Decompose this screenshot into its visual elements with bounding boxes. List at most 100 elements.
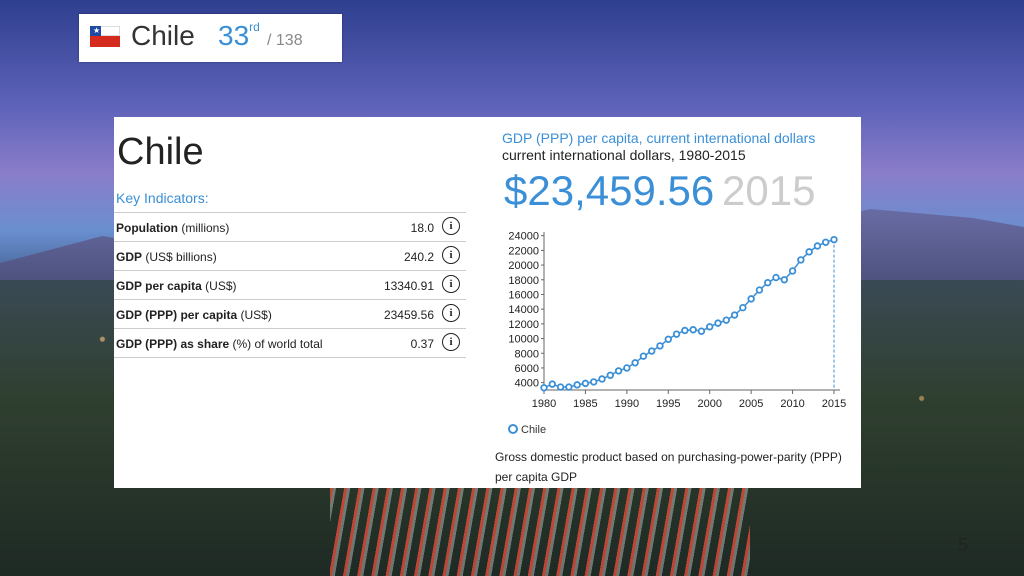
indicator-row-gdp-per-capita: GDP per capita (US$) 13340.91 i — [114, 270, 466, 299]
indicator-value: 23459.56 — [383, 308, 434, 322]
y-tick-label: 22000 — [508, 245, 539, 257]
data-point — [565, 383, 573, 391]
x-tick-label: 2010 — [780, 398, 804, 410]
indicator-row-population: Population (millions) 18.0 i — [114, 212, 466, 241]
indicator-value: 18.0 — [410, 221, 434, 235]
data-point — [755, 286, 764, 294]
gdp-chart-title[interactable]: GDP (PPP) per capita, current internatio… — [502, 130, 816, 146]
data-point — [689, 326, 697, 334]
indicator-name: Population — [116, 221, 178, 235]
y-tick-label: 4000 — [515, 378, 539, 390]
data-point — [556, 383, 565, 391]
x-tick-label: 1995 — [656, 398, 680, 410]
data-point — [830, 235, 838, 244]
x-tick-label: 1990 — [615, 398, 639, 410]
y-tick-label: 16000 — [508, 289, 539, 301]
data-point — [697, 327, 706, 335]
y-tick-label: 6000 — [515, 363, 539, 375]
data-point — [598, 375, 606, 383]
series-line-chile — [543, 238, 835, 389]
data-point — [722, 316, 730, 324]
y-tick-label: 12000 — [508, 319, 539, 331]
indicator-name: GDP — [116, 250, 143, 264]
country-name: Chile — [131, 20, 195, 51]
data-point — [780, 276, 788, 284]
rank-total: / 138 — [267, 32, 303, 49]
data-point — [590, 378, 598, 386]
x-tick-label: 2015 — [822, 398, 846, 410]
rank: 33rd — [218, 19, 260, 51]
y-tick-label: 10000 — [508, 334, 539, 346]
data-point — [581, 379, 590, 388]
data-point — [548, 380, 556, 388]
y-tick-label: 20000 — [508, 260, 539, 272]
indicator-row-gdp-ppp-per-capita: GDP (PPP) per capita (US$) 23459.56 i — [114, 299, 466, 328]
data-point — [573, 381, 581, 389]
indicator-table: Population (millions) 18.0 i GDP (US$ bi… — [114, 212, 466, 358]
legend-marker-icon — [508, 424, 518, 434]
data-point — [822, 238, 830, 246]
indicator-row-gdp: GDP (US$ billions) 240.2 i — [114, 241, 466, 270]
data-point — [623, 364, 631, 372]
indicator-unit: (%) of world total — [232, 337, 323, 351]
data-point — [706, 323, 714, 331]
data-point — [764, 279, 772, 287]
data-point — [664, 335, 672, 343]
data-point — [730, 311, 739, 319]
info-icon[interactable]: i — [442, 275, 460, 293]
country-panel: Chile Key Indicators: Population (millio… — [114, 117, 861, 488]
indicator-name: GDP (PPP) per capita — [116, 308, 238, 322]
data-point — [813, 242, 822, 250]
y-tick-label: 18000 — [508, 275, 539, 287]
y-tick-label: 24000 — [508, 231, 539, 243]
gdp-big-year: 2015 — [722, 167, 816, 214]
key-indicators-label: Key Indicators: — [116, 190, 209, 206]
x-tick-label: 1985 — [573, 398, 597, 410]
y-tick-label: 8000 — [515, 348, 539, 360]
data-point — [805, 248, 813, 256]
country-rank-banner: ★ Chile 33rd / 138 — [79, 14, 342, 62]
gdp-line-chart: 4000 6000 8000 10000 12000 14000 16000 18000 200… — [508, 231, 846, 410]
data-point — [648, 347, 656, 355]
gdp-chart-subtitle: current international dollars, 1980-2015 — [502, 147, 746, 163]
data-point — [772, 273, 780, 282]
x-tick-label: 2005 — [739, 398, 763, 410]
chart-legend[interactable]: Chile — [508, 424, 546, 436]
indicator-unit: (US$ billions) — [145, 250, 217, 264]
data-point — [714, 319, 722, 327]
data-point — [797, 256, 805, 264]
indicator-unit: (millions) — [181, 221, 230, 235]
data-point — [614, 367, 623, 375]
chile-flag-icon: ★ — [90, 26, 120, 47]
gdp-big-value: $23,459.56 — [504, 167, 715, 214]
y-tick-label: 14000 — [508, 304, 539, 316]
data-point — [540, 384, 548, 392]
info-icon[interactable]: i — [442, 217, 460, 235]
info-icon[interactable]: i — [442, 333, 460, 351]
indicator-row-gdp-ppp-share: GDP (PPP) as share (%) of world total 0.… — [114, 328, 466, 358]
x-tick-label: 1980 — [532, 398, 556, 410]
legend-label: Chile — [521, 424, 547, 436]
indicator-unit: (US$) — [205, 279, 237, 293]
data-point — [681, 326, 689, 335]
x-tick-label: 2000 — [697, 398, 721, 410]
info-icon[interactable]: i — [442, 304, 460, 322]
data-point — [606, 371, 614, 380]
slide-page-number: 5 — [958, 535, 969, 555]
data-point — [656, 342, 664, 350]
panel-title: Chile — [117, 131, 204, 173]
indicator-name: GDP per capita — [116, 279, 202, 293]
gdp-description: Gross domestic product based on purchasi… — [495, 450, 842, 484]
indicator-unit: (US$) — [240, 308, 272, 322]
data-point — [747, 295, 755, 303]
data-point — [739, 303, 747, 312]
data-point — [631, 359, 639, 367]
background-roads — [330, 488, 750, 576]
data-point — [672, 330, 681, 338]
data-point — [639, 352, 648, 360]
data-point — [788, 267, 797, 275]
info-icon[interactable]: i — [442, 246, 460, 264]
indicator-name: GDP (PPP) as share — [116, 337, 230, 351]
indicator-value: 240.2 — [403, 250, 434, 264]
indicator-value: 13340.91 — [383, 279, 434, 293]
